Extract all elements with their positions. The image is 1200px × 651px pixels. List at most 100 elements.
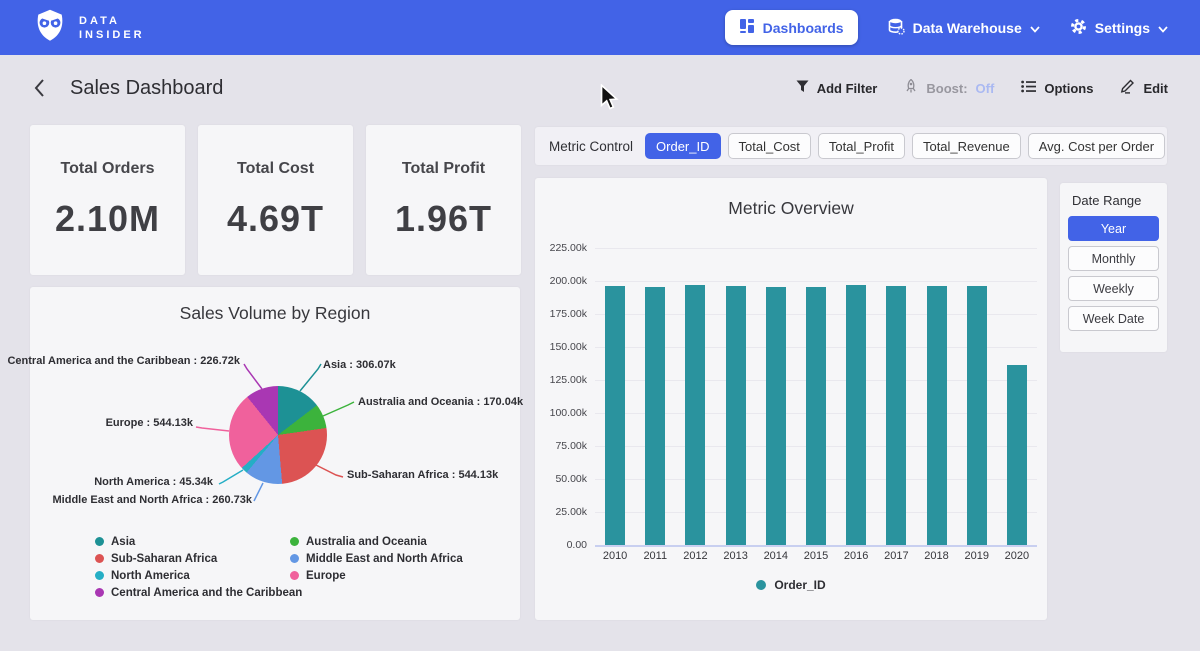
bar-2020[interactable]: [1006, 365, 1027, 545]
add-filter-button[interactable]: Add Filter: [796, 80, 877, 96]
pencil-icon: [1120, 79, 1135, 97]
back-button[interactable]: [32, 78, 46, 98]
x-axis-tick: 2018: [924, 550, 949, 562]
pie-legend-item-middle-east-and-north-africa[interactable]: Middle East and North Africa: [290, 550, 463, 567]
nav-settings[interactable]: Settings: [1070, 18, 1168, 38]
kpi-value: 2.10M: [54, 198, 161, 239]
pie-legend-item-australia-and-oceania[interactable]: Australia and Oceania: [290, 533, 463, 550]
metric-option-order-id[interactable]: Order_ID: [645, 133, 721, 159]
y-axis-tick: 100.00k: [549, 407, 587, 419]
x-axis-tick: 2012: [683, 550, 708, 562]
y-axis-tick: 175.00k: [549, 308, 587, 320]
bar-2010[interactable]: [605, 286, 626, 545]
legend-dot-icon: [95, 571, 104, 580]
pie-chart-card: Sales Volume by Region Asia Sub-Saharan A…: [7, 287, 523, 620]
legend-dot-icon: [290, 554, 299, 563]
legend-dot-icon: [95, 537, 104, 546]
bar-2013[interactable]: [725, 286, 746, 545]
bar-2012[interactable]: [685, 284, 706, 545]
boost-toggle[interactable]: Boost: Off: [904, 78, 995, 97]
y-axis-tick: 225.00k: [549, 242, 587, 254]
x-axis-tick: 2016: [843, 550, 869, 562]
y-axis-tick: 25.00k: [555, 506, 587, 518]
x-axis-tick: 2019: [964, 550, 989, 562]
metric-option-total-profit[interactable]: Total_Profit: [817, 133, 905, 159]
top-navbar: DATA INSIDER Dashboards: [0, 0, 1200, 55]
pie-slice-label-asia: Asia : 306.07k: [323, 359, 396, 371]
chevron-down-icon: [1158, 20, 1168, 36]
page-header: Sales Dashboard Add Filter Boost: Off: [0, 55, 1200, 121]
legend-dot-icon: [95, 554, 104, 563]
legend-label: Sub-Saharan Africa: [111, 552, 218, 565]
bar-2015[interactable]: [806, 286, 826, 545]
brand[interactable]: DATA INSIDER: [32, 7, 145, 48]
options-button[interactable]: Options: [1021, 80, 1093, 96]
chevron-down-icon: [1030, 20, 1040, 36]
pie-legend-item-central-america-and-the-caribbean[interactable]: Central America and the Caribbean: [95, 584, 302, 601]
pie-legend-item-north-america[interactable]: North America: [95, 567, 302, 584]
pie-slice-label-north-america: North America : 45.34k: [94, 476, 213, 488]
legend-label: Order_ID: [774, 578, 826, 592]
page-title: Sales Dashboard: [70, 76, 224, 99]
gridline: [595, 248, 1037, 249]
pie-chart[interactable]: [229, 386, 327, 484]
y-axis-tick: 50.00k: [555, 473, 587, 485]
list-icon: [1021, 80, 1037, 96]
database-icon: [888, 18, 905, 38]
kpi-total-profit: Total Profit 1.96T: [366, 125, 521, 275]
kpi-title: Total Cost: [236, 160, 315, 177]
date-range-monthly[interactable]: Monthly: [1068, 246, 1159, 271]
bar-2014[interactable]: [765, 286, 786, 545]
kpi-title: Total Profit: [401, 160, 486, 177]
metric-control-bar: Metric Control Order_ID Total_Cost Total_P…: [535, 127, 1167, 165]
metric-option-total-cost[interactable]: Total_Cost: [727, 133, 811, 159]
bar-chart-legend: Order_ID: [535, 578, 1047, 592]
y-axis-tick: 0.00: [566, 539, 587, 551]
x-axis-tick: 2011: [643, 550, 668, 562]
pie-slice-label-middle-east-and-north-africa: Middle East and North Africa : 260.73k: [52, 494, 252, 506]
gridline: [595, 281, 1037, 282]
date-range-year[interactable]: Year: [1068, 216, 1159, 241]
bar-2017[interactable]: [886, 286, 907, 545]
bar-2018[interactable]: [926, 286, 947, 545]
y-axis-tick: 125.00k: [549, 374, 587, 386]
pie-slice-label-sub-saharan-africa: Sub-Saharan Africa : 544.13k: [347, 469, 499, 481]
date-range-options: Year Monthly Weekly Week Date: [1068, 216, 1159, 331]
bar-chart-card: Metric Overview Order_ID 0.00 25.00k 50.00…: [535, 178, 1047, 620]
legend-dot-icon: [290, 571, 299, 580]
metric-option-avg-cost-per-order[interactable]: Avg. Cost per Order: [1027, 133, 1166, 159]
legend-label: North America: [111, 569, 190, 582]
edit-button[interactable]: Edit: [1120, 79, 1168, 97]
pie-legend-item-sub-saharan-africa[interactable]: Sub-Saharan Africa: [95, 550, 302, 567]
kpi-total-cost: Total Cost 4.69T: [198, 125, 353, 275]
owl-logo: [32, 7, 68, 48]
kpi-value: 4.69T: [226, 198, 325, 239]
x-axis-tick: 2013: [723, 550, 748, 562]
date-range-week-date[interactable]: Week Date: [1068, 306, 1159, 331]
metric-control-options: Order_ID Total_Cost Total_Profit Total_Reve…: [645, 133, 1166, 159]
date-range-weekly[interactable]: Weekly: [1068, 276, 1159, 301]
pie-legend-item-europe[interactable]: Europe: [290, 567, 463, 584]
y-axis-tick: 75.00k: [555, 440, 587, 452]
nav-data-warehouse[interactable]: Data Warehouse: [888, 18, 1040, 38]
kpi-title: Total Orders: [60, 160, 155, 177]
x-axis-tick: 2014: [763, 550, 789, 562]
bar-2011[interactable]: [645, 286, 666, 545]
pie-slice-label-europe: Europe : 544.13k: [105, 417, 193, 429]
rocket-icon: [904, 78, 918, 97]
metric-option-total-revenue[interactable]: Total_Revenue: [911, 133, 1021, 159]
bar-2016[interactable]: [846, 284, 867, 545]
nav-dashboards-label: Dashboards: [762, 19, 844, 36]
pie-legend-item-asia[interactable]: Asia: [95, 533, 302, 550]
dashboard-grid-icon: [739, 18, 755, 37]
legend-label: Middle East and North Africa: [306, 552, 463, 565]
boost-status: Off: [975, 80, 995, 96]
legend-label: Europe: [306, 569, 346, 582]
bar-2019[interactable]: [966, 286, 987, 545]
legend-dot-icon: [756, 580, 767, 590]
legend-label: Central America and the Caribbean: [111, 586, 303, 599]
legend-label: Asia: [111, 535, 136, 548]
y-axis-tick: 200.00k: [549, 275, 587, 287]
nav-dashboards-button[interactable]: Dashboards: [724, 10, 858, 45]
x-axis-line: [595, 545, 1037, 547]
